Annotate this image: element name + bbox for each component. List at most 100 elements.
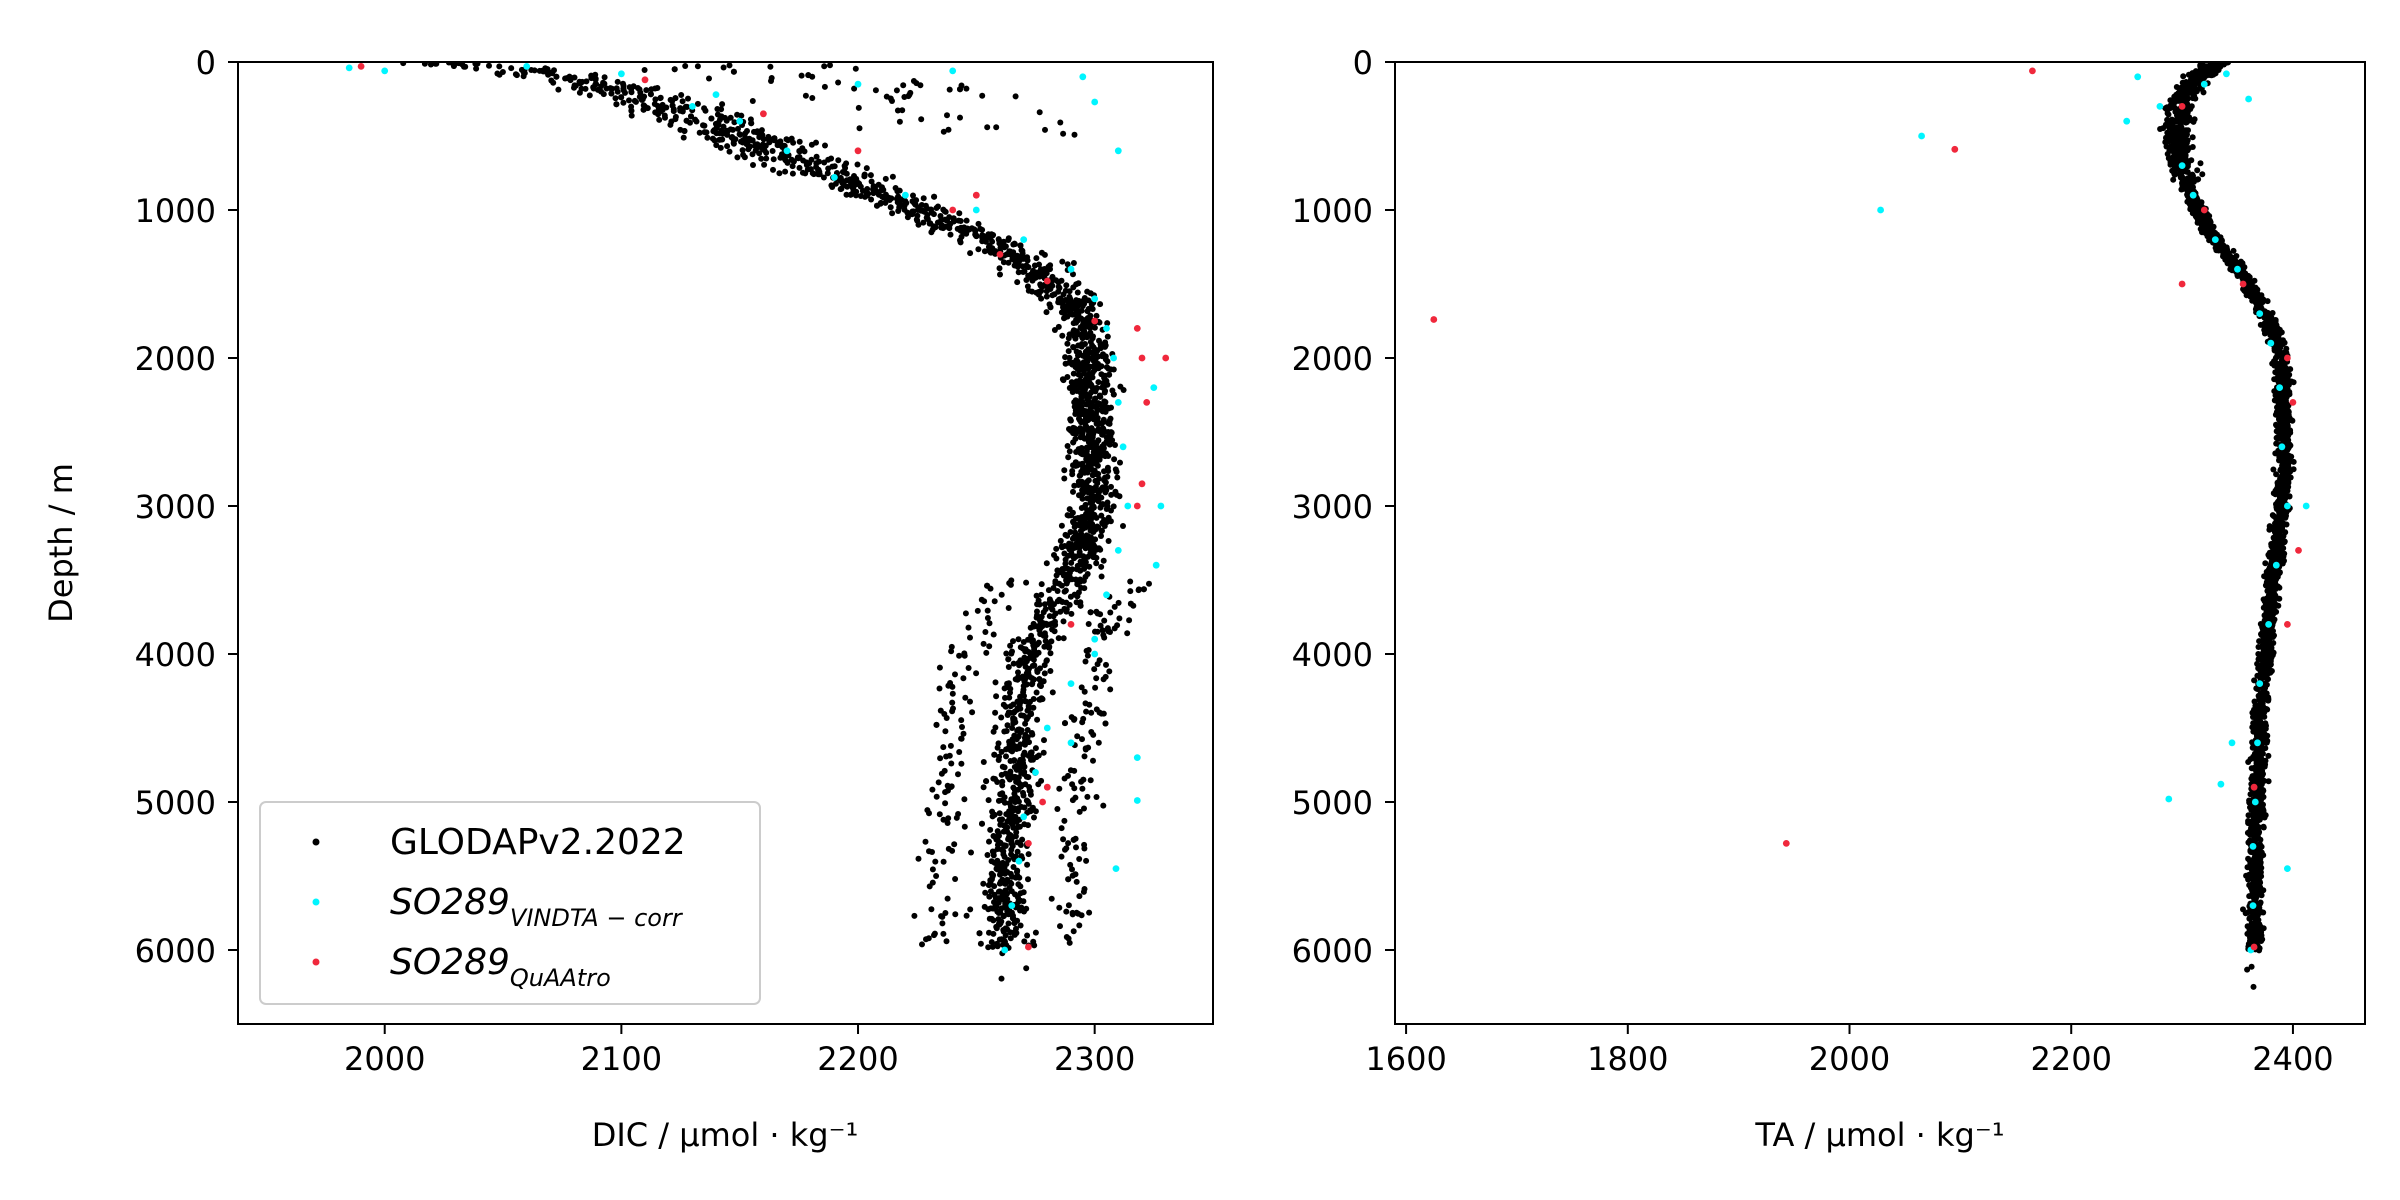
glodap-point [805, 72, 812, 79]
vindta-point [1015, 857, 1023, 865]
glodap-point [959, 724, 965, 730]
glodap-point [1030, 637, 1036, 644]
glodap-point [1002, 888, 1009, 895]
dic-x-tick-label: 2300 [1054, 1040, 1135, 1078]
glodap-point [847, 191, 854, 198]
glodap-point [1029, 681, 1035, 688]
glodap-point [1027, 650, 1034, 657]
glodap-point [986, 620, 993, 627]
glodap-point [1061, 571, 1068, 578]
glodap-point [2272, 354, 2279, 361]
glodap-point [995, 910, 1002, 916]
glodap-point [843, 191, 850, 198]
glodap-point [1124, 630, 1131, 637]
glodap-point [1104, 320, 1111, 327]
glodap-point [926, 848, 932, 855]
glodap-point [1057, 923, 1063, 930]
glodap-point [1015, 636, 1022, 643]
glodap-point [1008, 851, 1015, 858]
glodap-point [2277, 416, 2284, 423]
glodap-point [1071, 131, 1078, 138]
glodap-point [992, 709, 999, 716]
glodap-point [713, 124, 720, 131]
glodap-point [996, 888, 1003, 895]
glodap-point [2248, 765, 2255, 772]
glodap-point [548, 77, 555, 84]
vindta-point [1124, 502, 1132, 510]
glodap-point [1085, 621, 1092, 627]
glodap-point [1015, 669, 1021, 676]
glodap-point [1097, 301, 1104, 308]
glodap-point [1026, 673, 1033, 680]
glodap-point [1025, 703, 1032, 709]
vindta-point [1091, 635, 1099, 643]
vindta-point [902, 191, 909, 199]
glodap-point [1010, 864, 1017, 870]
glodap-point [657, 95, 664, 102]
glodap-point [2265, 752, 2272, 759]
glodap-point [1080, 888, 1087, 895]
glodap-point [1007, 870, 1014, 877]
glodap-point [1106, 668, 1113, 675]
glodap-point [984, 124, 991, 131]
glodap-point [863, 165, 870, 172]
glodap-point [992, 679, 999, 686]
glodap-point [957, 114, 963, 121]
glodap-point [984, 852, 991, 858]
glodap-point [1110, 366, 1117, 373]
glodap-point [1000, 851, 1007, 858]
glodap-point [1009, 648, 1015, 655]
glodap-point [994, 744, 1001, 751]
glodap-point [659, 106, 666, 113]
glodap-point [685, 95, 691, 102]
vindta-point [1020, 236, 1028, 244]
glodap-point [400, 62, 407, 67]
glodap-point [639, 96, 646, 103]
glodap-point [796, 138, 803, 145]
vindta-point [972, 206, 980, 214]
glodap-point [1020, 639, 1027, 645]
glodap-point [1070, 271, 1076, 278]
vindta-point [1067, 265, 1075, 273]
glodap-point [2282, 437, 2289, 444]
glodap-point [1061, 475, 1068, 482]
glodap-point [474, 62, 481, 67]
glodap-point [1030, 704, 1037, 711]
glodap-point [1113, 468, 1120, 475]
dic-y-axis-label: Depth / m [42, 463, 80, 623]
glodap-point [2169, 159, 2176, 166]
glodap-point [768, 78, 774, 84]
glodap-point [1017, 693, 1024, 700]
glodap-point [1069, 909, 1076, 916]
glodap-point [1008, 577, 1015, 584]
vindta-point [1067, 739, 1075, 747]
glodap-point [2252, 853, 2259, 860]
glodap-point [1046, 596, 1053, 603]
glodap-point [1093, 514, 1100, 521]
glodap-point [1094, 406, 1101, 413]
glodap-point [859, 187, 866, 194]
glodap-point [1084, 288, 1091, 295]
glodap-point [1042, 638, 1049, 644]
glodap-point [1093, 794, 1100, 800]
glodap-point [1117, 383, 1124, 390]
glodap-point [1080, 553, 1087, 560]
glodap-point [1062, 360, 1069, 367]
glodap-point [2180, 73, 2187, 80]
glodap-point [1079, 785, 1086, 792]
glodap-point [1064, 374, 1071, 380]
glodap-point [1033, 592, 1040, 599]
glodap-point [894, 188, 901, 195]
glodap-point [1057, 608, 1064, 615]
glodap-point [714, 106, 721, 112]
glodap-point [1091, 367, 1098, 373]
glodap-point [986, 893, 993, 900]
glodap-point [1098, 512, 1105, 519]
glodap-point [2274, 479, 2281, 486]
glodap-point [942, 800, 949, 807]
glodap-point [1078, 684, 1085, 691]
legend-marker-vindta [312, 898, 320, 906]
glodap-point [2264, 635, 2271, 642]
glodap-point [809, 170, 816, 177]
glodap-point [684, 103, 690, 110]
